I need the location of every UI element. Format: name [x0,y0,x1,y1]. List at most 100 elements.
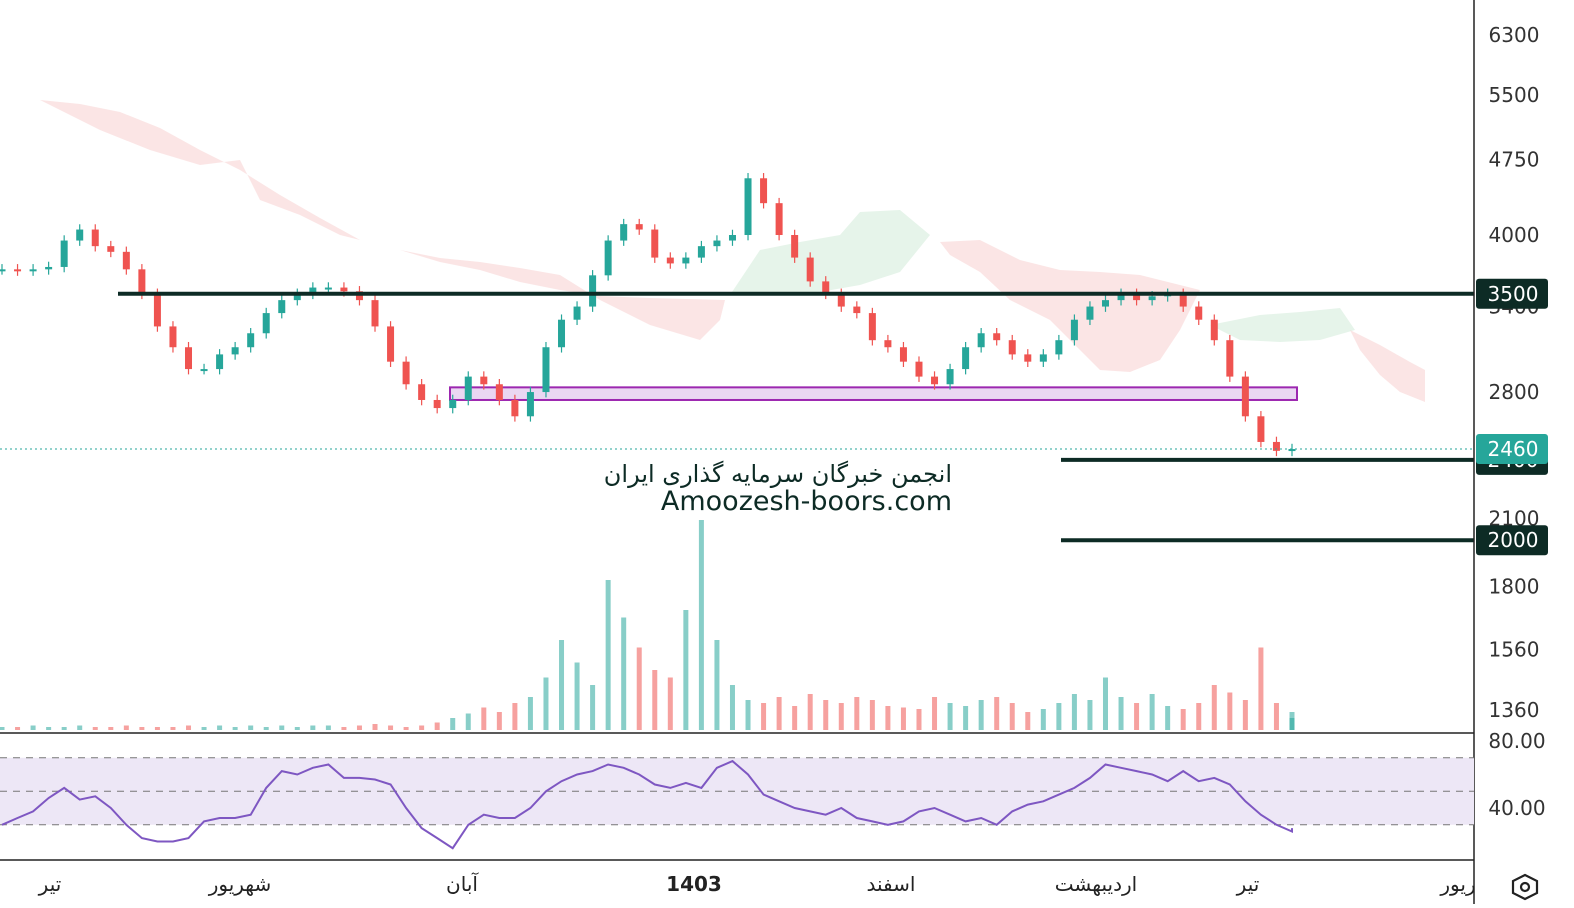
volume-bar [1056,703,1062,730]
candle-body [1210,319,1218,341]
time-axis-label: شهریور [208,872,272,896]
candle-body [837,293,845,307]
candle-body [1039,354,1047,362]
volume-bar [372,724,378,730]
volume-bar [388,725,394,730]
candle-body [884,340,892,348]
volume-bar [776,697,782,730]
volume-bar [30,725,36,730]
candle-body [247,333,255,348]
volume-bar [869,700,875,730]
candle-body [899,347,907,362]
candle-body [526,392,534,417]
candle-body [915,361,923,377]
candle-body [29,269,37,272]
kumo-bullish-segment [730,210,930,295]
candle-body [728,235,736,241]
volume-bar [621,617,627,730]
volume-bar [0,727,5,730]
volume-bar [310,725,316,730]
hexagon-settings-icon [1511,873,1539,901]
candle-body [309,287,317,294]
last-price-badge-box [1476,434,1548,465]
candle-body [138,269,146,294]
volume-bar [543,677,549,730]
candle-body [480,376,488,385]
volume-bar [761,703,767,730]
candle-body [589,275,597,307]
volume-bar [294,727,300,730]
volume-bar [1211,685,1217,730]
volume-bar [636,647,642,730]
candle-body [946,369,954,385]
candle-body [200,369,208,372]
volume-bar [1118,697,1124,730]
volume-bar [729,685,735,730]
candle-body [791,235,799,258]
volume-bar [434,722,440,730]
time-axis-label: ریور [1439,872,1475,896]
price-axis: 6300550047504000340028002100180015601360… [1476,23,1548,722]
time-axis-label: اسفند [867,872,916,896]
candle-body [0,269,6,272]
volume-bar [92,727,98,730]
candle-body [1226,340,1234,377]
volume-bar [838,703,844,730]
candle-body [666,257,674,264]
candlesticks [0,173,1296,457]
candle-body [697,246,705,258]
kumo-bearish-segment [0,100,725,340]
volume-bar [1196,703,1202,730]
time-axis: تیر شهریور آبان 1403 اسفند اردیبهشت تیر ریور [38,871,1476,896]
candle-body [324,287,332,290]
volume-bar [1025,712,1031,730]
volume-bar [139,727,145,730]
volume-bar [481,707,487,730]
volume-bar [201,727,207,730]
volume-bar [527,697,533,730]
candle-body [1070,319,1078,341]
volume-bar [1180,709,1186,730]
level-badge-2000-box [1476,525,1548,556]
volume-bar [1102,677,1108,730]
chart-settings-button[interactable] [1506,870,1544,904]
volume-bar [186,725,192,730]
candle-body [91,229,99,247]
candle-body [635,224,643,230]
time-axis-label: تیر [1236,872,1260,896]
candle-body [760,178,768,204]
volume-bar [932,697,938,730]
candle-body [713,240,721,247]
volume-bar [1242,700,1248,730]
volume-bar [232,727,238,730]
candle-body [340,287,348,292]
candle-body [107,246,115,252]
price-tick-label: 1360 [1489,698,1540,722]
candle-body [604,240,612,276]
last-price-badge-text: 2460 [1488,437,1539,461]
rsi-line [1,759,1293,850]
volume-bar [667,677,673,730]
volume-bar [1040,709,1046,730]
volume-bars [0,520,1295,730]
candle-body [1101,300,1109,307]
volume-bar [1087,700,1093,730]
candle-body [293,293,301,301]
candle-body [45,266,53,270]
price-tick-label: 2800 [1489,380,1540,404]
kumo-bearish-segment [940,240,1200,372]
volume-bar [652,670,658,730]
candle-body [1133,293,1141,301]
volume-bar [450,718,456,730]
time-axis-label: تیر [38,872,62,896]
rsi-pane: 80.00 40.00 [0,729,1546,850]
candle-body [1257,416,1265,442]
volume-bar [683,610,689,730]
volume-bar [590,685,596,730]
candle-body [60,240,68,267]
volume-bar [885,706,891,730]
ichimoku-cloud [0,100,1425,402]
candle-body [1179,293,1187,307]
